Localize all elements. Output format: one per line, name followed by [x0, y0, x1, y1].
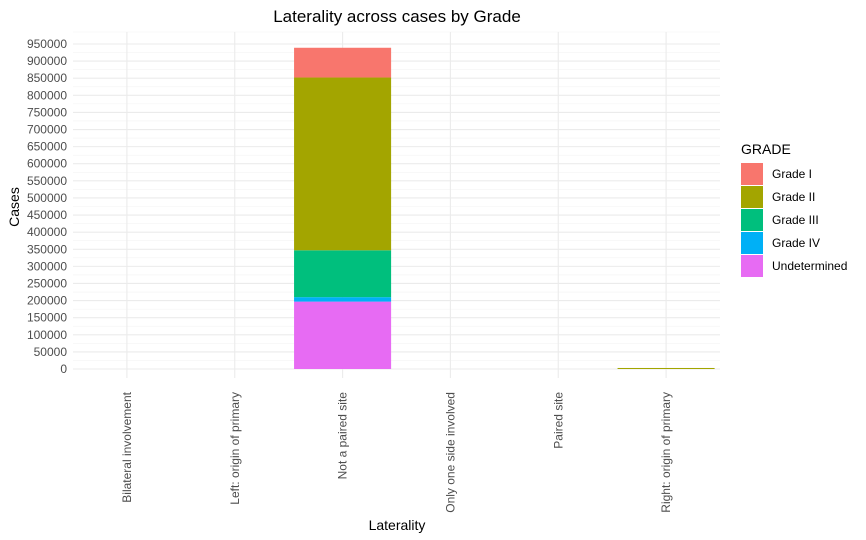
y-tick-label: 300000 — [27, 259, 67, 273]
bar-segment — [294, 77, 392, 251]
legend-key — [741, 255, 763, 277]
y-tick-label: 50000 — [34, 345, 68, 359]
y-tick-label: 500000 — [27, 191, 67, 205]
x-tick-label: Only one side involved — [443, 392, 457, 513]
y-tick-label: 250000 — [27, 276, 67, 290]
y-tick-label: 450000 — [27, 208, 67, 222]
bars — [294, 47, 715, 369]
x-tick-label: Paired site — [551, 392, 565, 449]
x-tick-label: Right: origin of primary — [659, 392, 673, 513]
y-tick-label: 0 — [60, 362, 67, 376]
legend: GRADE Grade I Grade II Grade III Grade IV Un… — [741, 141, 847, 277]
legend-key — [741, 232, 763, 254]
legend-label: Undetermined — [772, 259, 847, 273]
y-tick-label: 350000 — [27, 242, 67, 256]
legend-title: GRADE — [741, 141, 791, 157]
y-tick-label: 150000 — [27, 311, 67, 325]
bar-segment — [294, 47, 392, 78]
y-tick-label: 700000 — [27, 123, 67, 137]
grid — [73, 31, 720, 378]
x-tick-label: Not a paired site — [336, 392, 350, 480]
x-axis-title: Laterality — [369, 517, 426, 533]
y-axis-ticks: 0 50000 100000 150000 200000 250000 300000 3500… — [27, 37, 67, 376]
y-tick-label: 950000 — [27, 37, 67, 51]
legend-key — [741, 163, 763, 185]
bar-segment — [294, 301, 392, 369]
y-tick-label: 650000 — [27, 140, 67, 154]
legend-label: Grade III — [772, 213, 819, 227]
legend-key — [741, 186, 763, 208]
y-tick-label: 800000 — [27, 88, 67, 102]
x-axis-ticks: Bilateral involvement Left: origin of pri… — [120, 391, 673, 512]
bar-segment — [294, 297, 392, 302]
y-axis-title: Cases — [6, 187, 22, 227]
bar-segment — [294, 250, 392, 298]
legend-label: Grade II — [772, 190, 815, 204]
y-tick-label: 550000 — [27, 174, 67, 188]
y-tick-label: 400000 — [27, 225, 67, 239]
bar-segment — [617, 367, 715, 369]
legend-key — [741, 209, 763, 231]
y-tick-label: 600000 — [27, 157, 67, 171]
y-tick-label: 200000 — [27, 294, 67, 308]
y-tick-label: 900000 — [27, 54, 67, 68]
y-tick-label: 100000 — [27, 328, 67, 342]
x-tick-label: Left: origin of primary — [228, 392, 242, 505]
y-tick-label: 750000 — [27, 105, 67, 119]
chart-title: Laterality across cases by Grade — [273, 7, 521, 26]
legend-label: Grade I — [772, 167, 812, 181]
legend-label: Grade IV — [772, 236, 820, 250]
y-tick-label: 850000 — [27, 71, 67, 85]
x-tick-label: Bilateral involvement — [120, 391, 134, 502]
